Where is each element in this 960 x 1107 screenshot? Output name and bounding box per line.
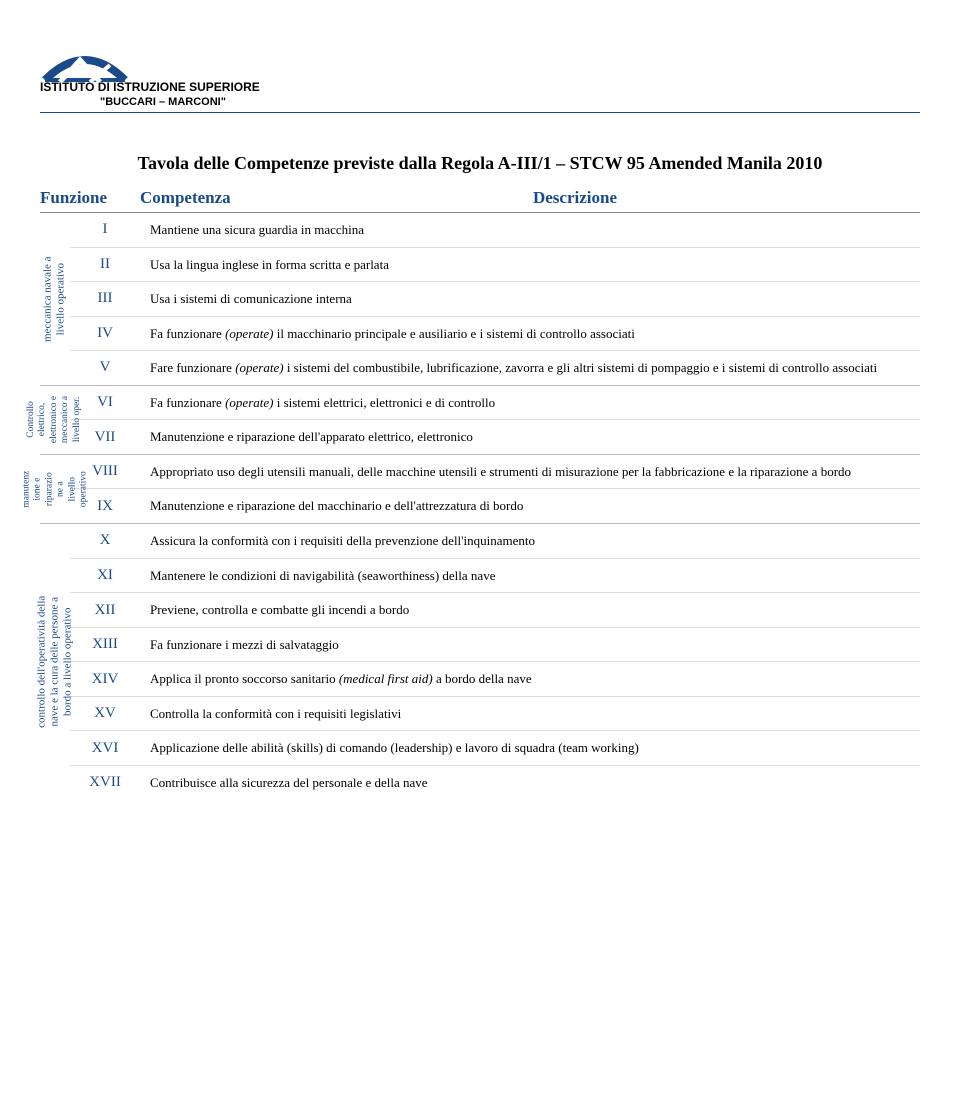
competence-description: Contribuisce alla sicurezza del personal… — [140, 766, 920, 800]
table-row: XIVApplica il pronto soccorso sanitario … — [70, 661, 920, 696]
header-rule — [40, 112, 920, 113]
institute-name: ISTITUTO DI ISTRUZIONE SUPERIORE — [40, 30, 920, 94]
table-row: XIMantenere le condizioni di navigabilit… — [70, 558, 920, 593]
table-row: IIIUsa i sistemi di comunicazione intern… — [70, 281, 920, 316]
competence-number: XV — [70, 697, 140, 730]
competence-number: XVI — [70, 732, 140, 765]
competence-number: IV — [70, 317, 140, 350]
competence-number: XIV — [70, 663, 140, 696]
logo-icon — [40, 30, 130, 100]
col-header-function: Funzione — [40, 188, 140, 208]
table-row: IVFa funzionare (operate) il macchinario… — [70, 316, 920, 351]
rows-container: IMantiene una sicura guardia in macchina… — [70, 213, 920, 385]
function-label: manutenzione eriparazione alivellooperat… — [21, 471, 89, 508]
competence-number: XVII — [70, 766, 140, 799]
rows-container: VIIIAppropriato uso degli utensili manua… — [70, 455, 920, 523]
competence-description: Mantenere le condizioni di navigabilità … — [140, 559, 920, 593]
competence-description: Fare funzionare (operate) i sistemi del … — [140, 351, 920, 385]
competence-description: Fa funzionare (operate) il macchinario p… — [140, 317, 920, 351]
col-header-description: Descrizione — [230, 188, 920, 208]
table-row: XIIPreviene, controlla e combatte gli in… — [70, 592, 920, 627]
table-row: IXManutenzione e riparazione del macchin… — [70, 488, 920, 523]
table-row: XVIApplicazione delle abilità (skills) d… — [70, 730, 920, 765]
competence-number: V — [70, 351, 140, 384]
competence-number: XII — [70, 594, 140, 627]
table-row: VIFa funzionare (operate) i sistemi elet… — [70, 386, 920, 420]
competence-description: Controlla la conformità con i requisiti … — [140, 697, 920, 731]
rows-container: XAssicura la conformità con i requisiti … — [70, 524, 920, 799]
competence-description: Mantiene una sicura guardia in macchina — [140, 213, 920, 247]
function-group: meccanica navale alivello operativoIMant… — [40, 213, 920, 385]
competence-description: Assicura la conformità con i requisiti d… — [140, 524, 920, 558]
competence-table: meccanica navale alivello operativoIMant… — [40, 213, 920, 800]
competence-description: Manutenzione e riparazione dell'apparato… — [140, 420, 920, 454]
rows-container: VIFa funzionare (operate) i sistemi elet… — [70, 386, 920, 454]
competence-description: Applicazione delle abilità (skills) di c… — [140, 731, 920, 765]
competence-number: III — [70, 282, 140, 315]
function-label: controllo dell'operatività dellanave e l… — [35, 596, 75, 728]
competence-number: II — [70, 248, 140, 281]
competence-description: Applica il pronto soccorso sanitario (me… — [140, 662, 920, 696]
table-row: XAssicura la conformità con i requisiti … — [70, 524, 920, 558]
competence-number: I — [70, 213, 140, 246]
function-group: controllo dell'operatività dellanave e l… — [40, 523, 920, 799]
table-row: VIIIAppropriato uso degli utensili manua… — [70, 455, 920, 489]
function-label-cell: meccanica navale alivello operativo — [40, 213, 70, 385]
competence-description: Appropriato uso degli utensili manuali, … — [140, 455, 920, 489]
function-label-cell: manutenzione eriparazione alivellooperat… — [40, 455, 70, 523]
table-row: XVControlla la conformità con i requisit… — [70, 696, 920, 731]
table-row: XIIIFa funzionare i mezzi di salvataggio — [70, 627, 920, 662]
col-header-competence: Competenza — [140, 188, 230, 208]
table-row: VFare funzionare (operate) i sistemi del… — [70, 350, 920, 385]
table-header-row: Funzione Competenza Descrizione — [40, 184, 920, 213]
function-label-cell: controllo dell'operatività dellanave e l… — [40, 524, 70, 799]
document-title: Tavola delle Competenze previste dalla R… — [40, 153, 920, 174]
function-group: manutenzione eriparazione alivellooperat… — [40, 454, 920, 523]
function-label: Controlloelettrico,elettronico emeccanic… — [27, 396, 84, 443]
competence-description: Usa i sistemi di comunicazione interna — [140, 282, 920, 316]
function-label-cell: Controlloelettrico,elettronico emeccanic… — [40, 386, 70, 454]
competence-number: X — [70, 524, 140, 557]
competence-description: Manutenzione e riparazione del macchinar… — [140, 489, 920, 523]
competence-number: XI — [70, 559, 140, 592]
competence-number: XIII — [70, 628, 140, 661]
competence-description: Usa la lingua inglese in forma scritta e… — [140, 248, 920, 282]
document-header: ISTITUTO DI ISTRUZIONE SUPERIORE "BUCCAR… — [40, 30, 920, 113]
function-group: Controlloelettrico,elettronico emeccanic… — [40, 385, 920, 454]
competence-description: Fa funzionare i mezzi di salvataggio — [140, 628, 920, 662]
competence-description: Previene, controlla e combatte gli incen… — [140, 593, 920, 627]
function-label: meccanica navale alivello operativo — [42, 256, 68, 342]
table-row: IIUsa la lingua inglese in forma scritta… — [70, 247, 920, 282]
institute-subtitle: "BUCCARI – MARCONI" — [40, 96, 920, 108]
table-row: IMantiene una sicura guardia in macchina — [70, 213, 920, 247]
competence-description: Fa funzionare (operate) i sistemi elettr… — [140, 386, 920, 420]
table-row: XVIIContribuisce alla sicurezza del pers… — [70, 765, 920, 800]
table-row: VIIManutenzione e riparazione dell'appar… — [70, 419, 920, 454]
